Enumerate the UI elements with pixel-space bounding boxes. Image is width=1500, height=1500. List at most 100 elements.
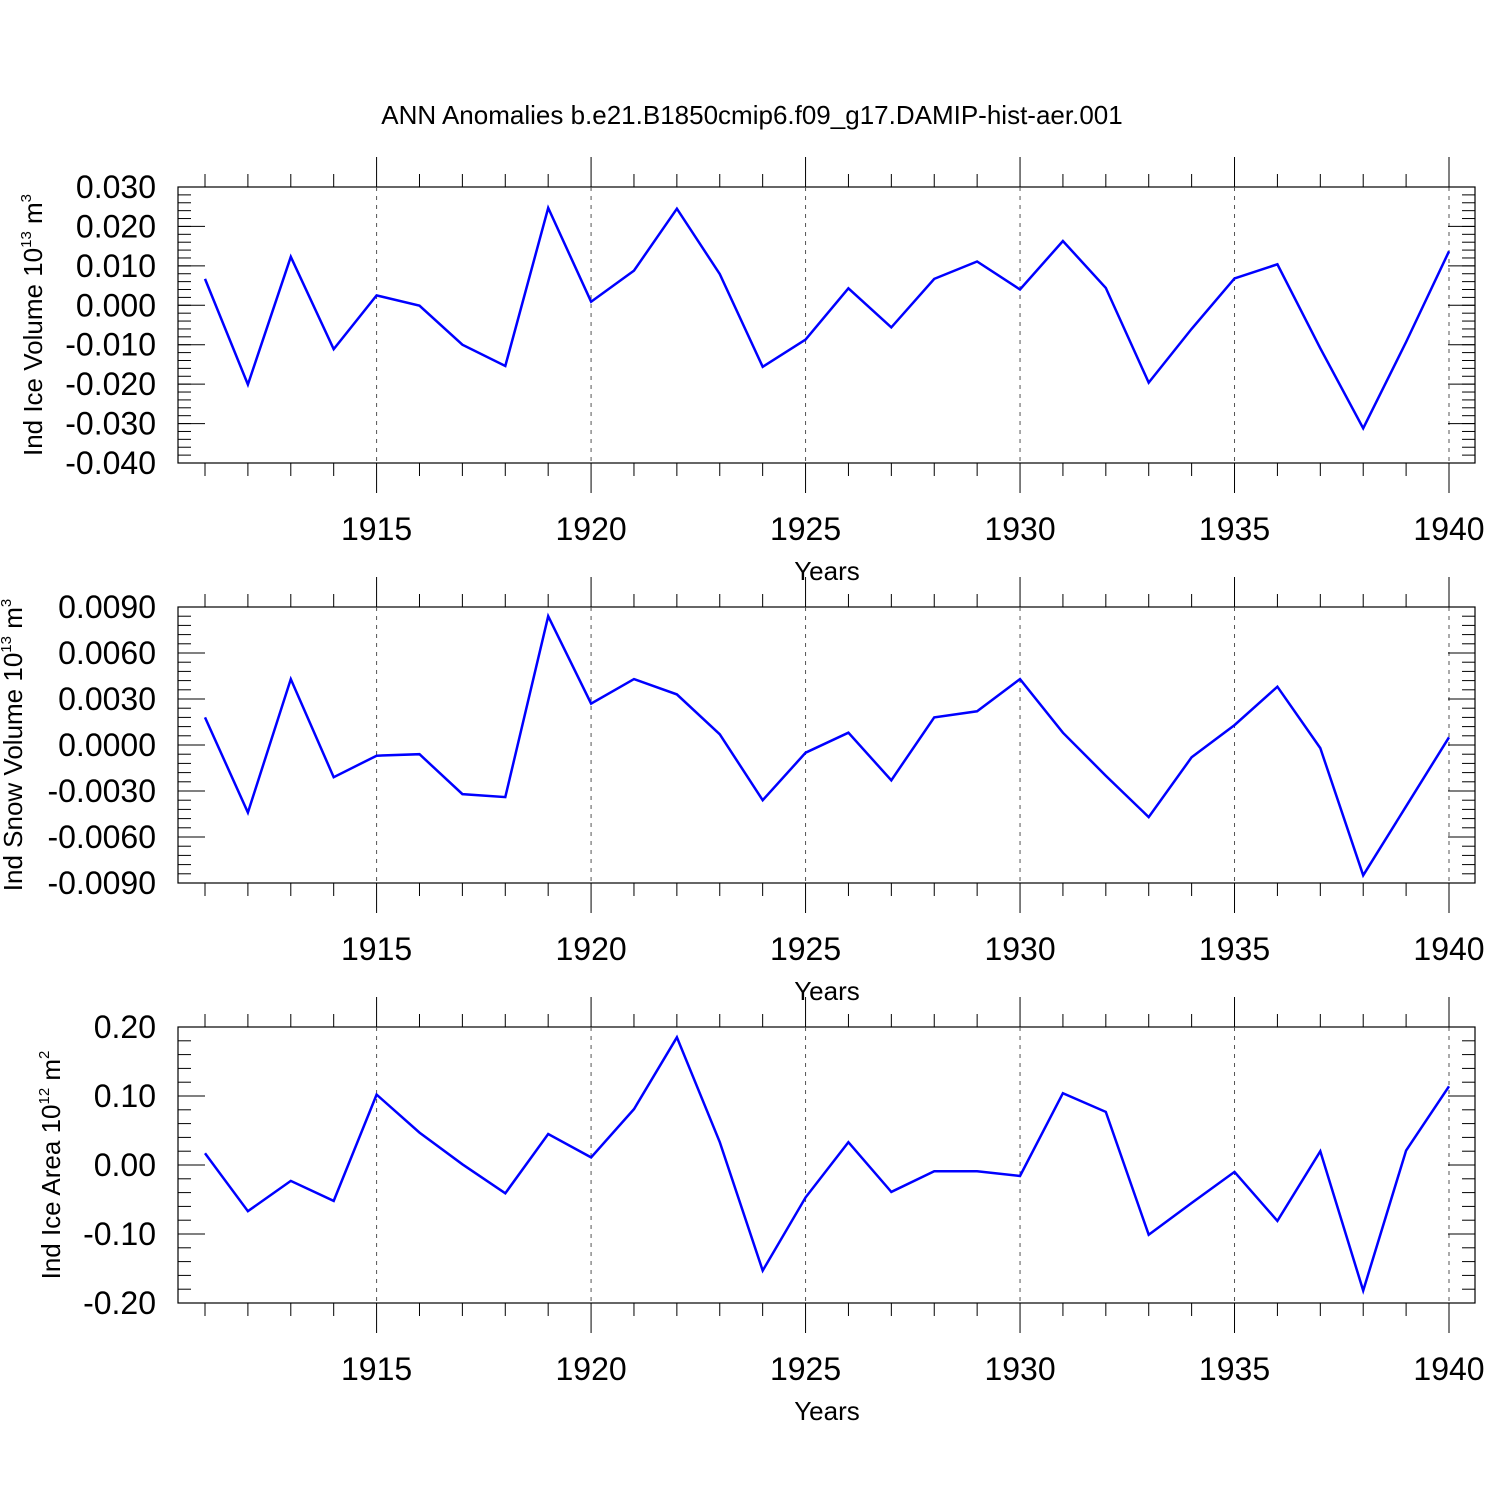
x-axis-title: Years <box>794 976 860 1006</box>
x-axis-title: Years <box>794 1396 860 1426</box>
data-point <box>1061 1091 1065 1095</box>
x-tick-label: 1940 <box>1413 931 1484 967</box>
data-point <box>332 775 336 779</box>
data-point <box>289 255 293 259</box>
series-line <box>203 612 1451 879</box>
x-tick-label: 1935 <box>1199 511 1270 547</box>
y-tick-label: 0.0030 <box>58 681 156 717</box>
data-point <box>1404 1149 1408 1153</box>
data-point <box>1104 774 1108 778</box>
data-point <box>1361 873 1365 877</box>
data-point <box>332 1199 336 1203</box>
series-line <box>203 204 1451 432</box>
x-tick-label: 1930 <box>984 511 1055 547</box>
data-point <box>846 731 850 735</box>
data-point <box>804 338 808 342</box>
data-point <box>589 300 593 304</box>
data-point <box>203 277 207 281</box>
data-point <box>889 325 893 329</box>
data-point <box>417 1131 421 1135</box>
x-tick-label: 1930 <box>984 931 1055 967</box>
data-point <box>289 677 293 681</box>
x-tick-label: 1930 <box>984 1351 1055 1387</box>
data-point <box>1104 286 1108 290</box>
data-point <box>289 1179 293 1183</box>
data-point <box>417 752 421 756</box>
x-tick-label: 1925 <box>770 511 841 547</box>
data-point <box>460 792 464 796</box>
data-point <box>246 383 250 387</box>
data-point <box>975 260 979 264</box>
data-point <box>632 269 636 273</box>
data-point <box>1361 1289 1365 1293</box>
x-tick-label: 1915 <box>341 1351 412 1387</box>
series-line <box>203 1034 1451 1295</box>
y-axis-title: Ind Ice Volume 1013 m3 <box>18 194 48 456</box>
data-point <box>889 1190 893 1194</box>
data-point <box>1190 1201 1194 1205</box>
data-point <box>460 343 464 347</box>
y-tick-label: -0.0030 <box>47 773 156 809</box>
data-point <box>1318 746 1322 750</box>
data-point <box>1147 381 1151 385</box>
data-point <box>1018 288 1022 292</box>
y-tick-label: 0.020 <box>76 208 156 244</box>
x-tick-label: 1925 <box>770 931 841 967</box>
data-point <box>1275 1219 1279 1223</box>
data-point <box>1361 426 1365 430</box>
data-point <box>846 1140 850 1144</box>
data-point <box>718 732 722 736</box>
data-point <box>718 272 722 276</box>
data-point <box>1233 276 1237 280</box>
data-point <box>1233 1170 1237 1174</box>
y-tick-label: 0.010 <box>76 248 156 284</box>
x-tick-label: 1915 <box>341 931 412 967</box>
x-tick-label: 1940 <box>1413 1351 1484 1387</box>
data-point <box>246 1209 250 1213</box>
data-point <box>932 715 936 719</box>
y-tick-label: -0.030 <box>65 406 156 442</box>
data-point <box>1447 735 1451 739</box>
data-point <box>1447 249 1451 253</box>
data-point <box>932 1169 936 1173</box>
data-point <box>1147 815 1151 819</box>
y-tick-label: 0.0060 <box>58 635 156 671</box>
data-point <box>1190 327 1194 331</box>
x-tick-label: 1920 <box>555 511 626 547</box>
panel-snow-volume: -0.0090 -0.0060 -0.0030 0.0000 0.0030 0.0060 0… <box>0 577 1485 1006</box>
x-tick-label: 1935 <box>1199 931 1270 967</box>
figure-title: ANN Anomalies b.e21.B1850cmip6.f09_g17.D… <box>381 100 1122 130</box>
data-point <box>1061 239 1065 243</box>
data-point <box>975 1169 979 1173</box>
y-tick-label: 0.20 <box>94 1009 156 1045</box>
data-point <box>589 702 593 706</box>
x-tick-label: 1925 <box>770 1351 841 1387</box>
panel-ice-volume: -0.040-0.030 -0.020-0.010 0.0000.010 0.0200… <box>18 157 1485 586</box>
data-point <box>375 1093 379 1097</box>
y-tick-label: -0.10 <box>83 1216 156 1252</box>
data-point <box>503 1191 507 1195</box>
y-axis-title: Ind Ice Area 1012 m2 <box>36 1051 66 1280</box>
data-point <box>761 798 765 802</box>
data-point <box>546 1132 550 1136</box>
x-tick-label: 1935 <box>1199 1351 1270 1387</box>
data-point <box>1190 755 1194 759</box>
data-point <box>675 1035 679 1039</box>
data-point <box>203 715 207 719</box>
y-tick-label: 0.10 <box>94 1078 156 1114</box>
data-point <box>675 692 679 696</box>
data-point <box>1318 1149 1322 1153</box>
data-point <box>761 365 765 369</box>
data-point <box>1018 1174 1022 1178</box>
data-point <box>1447 1084 1451 1088</box>
y-tick-label: 0.00 <box>94 1147 156 1183</box>
data-point <box>375 293 379 297</box>
data-point <box>1233 723 1237 727</box>
data-point <box>804 1195 808 1199</box>
data-point <box>246 810 250 814</box>
data-point <box>546 206 550 210</box>
data-point <box>1404 804 1408 808</box>
data-point <box>804 751 808 755</box>
data-point <box>1318 346 1322 350</box>
data-point <box>1147 1233 1151 1237</box>
